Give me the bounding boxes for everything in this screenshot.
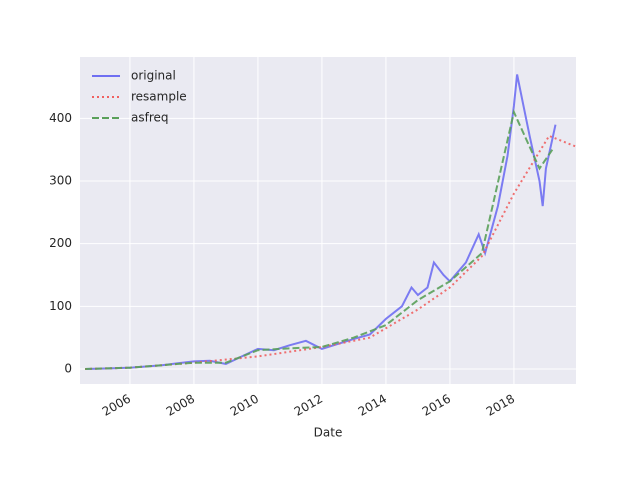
legend-label: resample [131,90,187,104]
x-axis-label: Date [314,426,343,440]
y-tick-label: 0 [64,361,72,375]
y-tick-label: 100 [49,299,72,313]
series-line [85,108,554,370]
x-tick-label: 2008 [164,392,197,419]
x-tick-label: 2014 [356,392,389,419]
legend-label: original [131,69,176,83]
plot-area [80,57,576,384]
series-line [85,74,557,370]
x-tick-label: 2012 [292,392,325,419]
y-tick-label: 200 [49,236,72,250]
y-tick-label: 400 [49,111,72,125]
x-tick-label: 2018 [484,392,517,419]
legend-label: asfreq [131,111,169,125]
x-tick-label: 2010 [228,392,261,419]
y-tick-label: 300 [49,174,72,188]
x-tick-label: 2006 [100,392,133,419]
x-tick-label: 2016 [420,392,453,419]
